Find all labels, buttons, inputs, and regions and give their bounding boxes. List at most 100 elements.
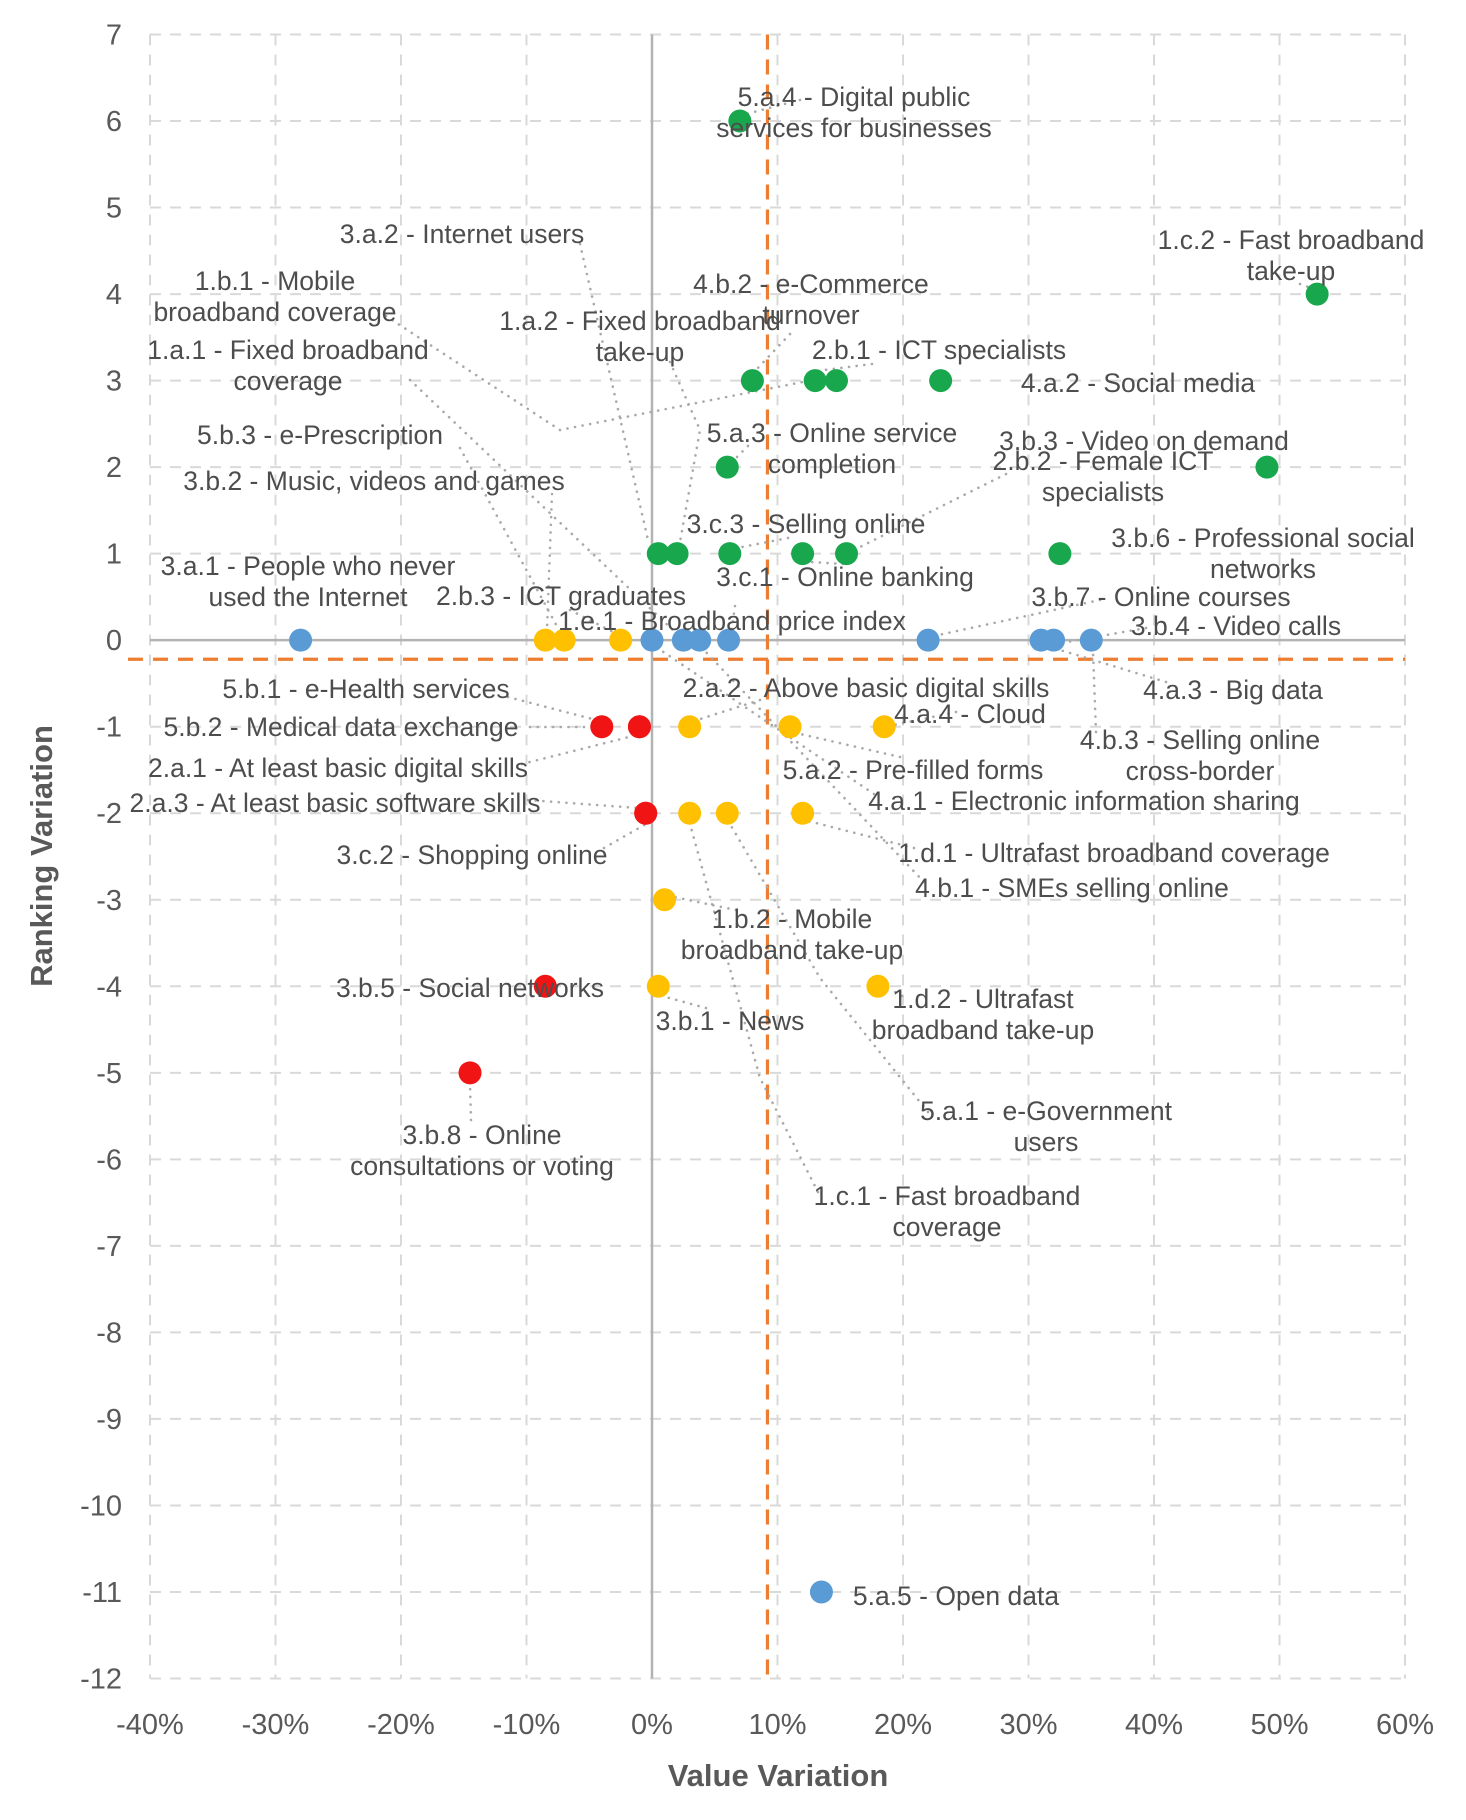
x-tick-label: 60% — [1376, 1709, 1434, 1741]
data-point-3c1 — [791, 542, 815, 566]
point-label-1c1: 1.c.1 - Fast broadband coverage — [814, 1181, 1081, 1242]
x-tick-label: -10% — [493, 1709, 561, 1741]
data-point-5a5 — [809, 1580, 833, 1604]
point-label-3b1: 3.b.1 - News — [656, 1006, 805, 1036]
x-tick-label: 30% — [999, 1709, 1057, 1741]
y-tick-label: 2 — [106, 452, 122, 484]
x-tick-label: 0% — [631, 1709, 673, 1741]
data-point-3a2 — [646, 542, 670, 566]
point-label-4a1: 4.a.1 - Electronic information sharing — [868, 786, 1300, 816]
point-label-4b1: 4.b.1 - SMEs selling online — [915, 873, 1229, 903]
leader-line-3b7 — [932, 598, 1102, 638]
x-axis-title: Value Variation — [668, 1758, 889, 1793]
leader-line-4a3 — [1058, 648, 1168, 684]
leader-line-3c1 — [808, 560, 845, 566]
scatter-points — [289, 109, 1329, 1604]
point-label-3c3: 3.c.3 - Selling online — [687, 509, 926, 539]
leader-line-4a1 — [657, 647, 876, 796]
data-point-4b2 — [740, 369, 764, 393]
data-point-1a2 — [665, 542, 689, 566]
y-tick-label: -11 — [82, 1577, 122, 1609]
data-point-4a3 — [1042, 628, 1066, 652]
point-label-1d2: 1.d.2 - Ultrafast broadband take-up — [872, 984, 1094, 1045]
data-point-3b7 — [916, 628, 940, 652]
point-label-3b3: 3.b.3 - Video on demand — [999, 426, 1289, 456]
data-point-2b3 — [609, 628, 633, 652]
y-tick-label: 1 — [106, 539, 122, 571]
data-point-3b8 — [458, 1061, 482, 1085]
y-tick-label: 3 — [106, 366, 122, 398]
point-label-4b2: 4.b.2 - e-Commerce turnover — [693, 269, 929, 330]
data-point-1e1 — [717, 628, 741, 652]
point-label-2b1: 2.b.1 - ICT specialists — [812, 335, 1066, 365]
data-point-5b3 — [552, 628, 576, 652]
axis-ticks: -40% -30% -20% -10% 0% 10% 20% 30% 40% 50% 60% 7 6 5 4… — [80, 20, 1434, 1742]
data-point-1b1 — [824, 369, 848, 393]
point-label-5a3: 5.a.3 - Online service completion — [707, 418, 957, 479]
y-tick-label: -6 — [96, 1144, 122, 1176]
point-label-3c1: 3.c.1 - Online banking — [716, 562, 974, 592]
leader-line-1d2 — [888, 987, 904, 998]
x-tick-label: -30% — [242, 1709, 310, 1741]
data-point-1d1 — [791, 801, 815, 825]
leader-line-2b2 — [856, 472, 1008, 550]
leader-line-3b4 — [1048, 626, 1148, 647]
point-label-1d1: 1.d.1 - Ultrafast broadband coverage — [898, 838, 1330, 868]
leader-line-3a2 — [578, 242, 650, 542]
point-label-1b2: 1.b.2 - Mobile broadband take-up — [681, 904, 903, 965]
leader-line-1e1 — [727, 604, 737, 652]
data-point-5b2 — [590, 715, 614, 739]
data-point-3b2 — [533, 628, 557, 652]
data-point-3b5 — [533, 974, 557, 998]
leader-line-3c3 — [735, 536, 790, 550]
point-label-5a4: 5.a.4 - Digital public services for busin… — [716, 82, 991, 143]
point-label-3a2: 3.a.2 - Internet users — [340, 219, 585, 249]
point-label-3b8: 3.b.8 - Online consultations or voting — [350, 1120, 614, 1181]
zero-axis-lines — [150, 34, 1405, 1679]
leader-line-2b1 — [815, 362, 874, 373]
point-label-1c2: 1.c.2 - Fast broadband take-up — [1158, 225, 1425, 286]
point-label-3b7: 3.b.7 - Online courses — [1031, 582, 1290, 612]
point-label-2a3: 2.a.3 - At least basic software skills — [130, 788, 541, 818]
point-label-4a2: 4.a.2 - Social media — [1021, 368, 1255, 398]
data-point-2a2 — [678, 715, 702, 739]
point-label-5a2: 5.a.2 - Pre-filled forms — [783, 755, 1044, 785]
point-label-2b3: 2.b.3 - ICT graduates — [436, 581, 686, 611]
leader-line-1c2 — [1298, 282, 1316, 291]
data-point-1a1 — [671, 628, 695, 652]
leader-line-3c2 — [602, 822, 648, 850]
data-point-1c2 — [1305, 282, 1329, 306]
point-label-4b3: 4.b.3 - Selling online cross-border — [1080, 725, 1320, 786]
data-point-5a2 — [778, 715, 802, 739]
data-point-1c1 — [678, 801, 702, 825]
leader-line-1b1 — [384, 314, 830, 432]
point-label-5b1: 5.b.1 - e-Health services — [222, 674, 509, 704]
y-tick-label: 6 — [106, 106, 122, 138]
leader-line-4b1 — [702, 648, 926, 884]
x-tick-label: 50% — [1250, 1709, 1308, 1741]
y-tick-label: -10 — [80, 1490, 122, 1522]
leader-line-3b8 — [468, 1082, 473, 1122]
point-label-2b2: 2.b.2 - Female ICT specialists — [993, 446, 1214, 507]
point-label-5b2: 5.b.2 - Medical data exchange — [163, 712, 518, 742]
leader-line-1a1 — [408, 378, 678, 635]
point-label-1b1: 1.b.1 - Mobile broadband coverage — [153, 266, 396, 327]
leader-line-1d1 — [806, 819, 916, 850]
leader-line-2a1 — [520, 734, 635, 766]
leader-line-4b3 — [1091, 649, 1098, 734]
leader-line-5a4 — [744, 98, 802, 116]
point-label-3b2: 3.b.2 - Music, videos and games — [183, 466, 565, 496]
point-label-4a3: 4.a.3 - Big data — [1143, 675, 1323, 705]
leader-line-5a3 — [732, 444, 750, 462]
data-point-3b1 — [646, 974, 670, 998]
data-point-4a2 — [929, 369, 953, 393]
point-label-3b5: 3.b.5 - Social networks — [336, 973, 604, 1003]
y-tick-label: -8 — [96, 1317, 122, 1349]
leader-line-2b3 — [568, 608, 617, 635]
y-tick-label: -5 — [96, 1058, 122, 1090]
point-label-2a1: 2.a.1 - At least basic digital skills — [148, 753, 528, 783]
y-tick-label: -4 — [96, 971, 122, 1003]
point-label-1a1: 1.a.1 - Fixed broadband coverage — [147, 335, 428, 396]
